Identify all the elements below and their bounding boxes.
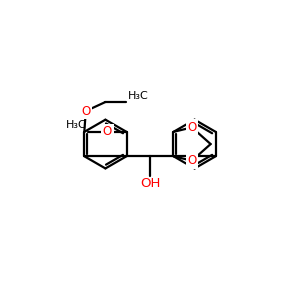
Text: O: O	[187, 121, 196, 134]
Text: OH: OH	[140, 177, 160, 190]
Text: H₃C: H₃C	[66, 120, 86, 130]
Text: O: O	[103, 125, 112, 138]
Text: H₃C: H₃C	[128, 91, 148, 101]
Text: O: O	[187, 154, 196, 167]
Text: O: O	[81, 105, 90, 118]
